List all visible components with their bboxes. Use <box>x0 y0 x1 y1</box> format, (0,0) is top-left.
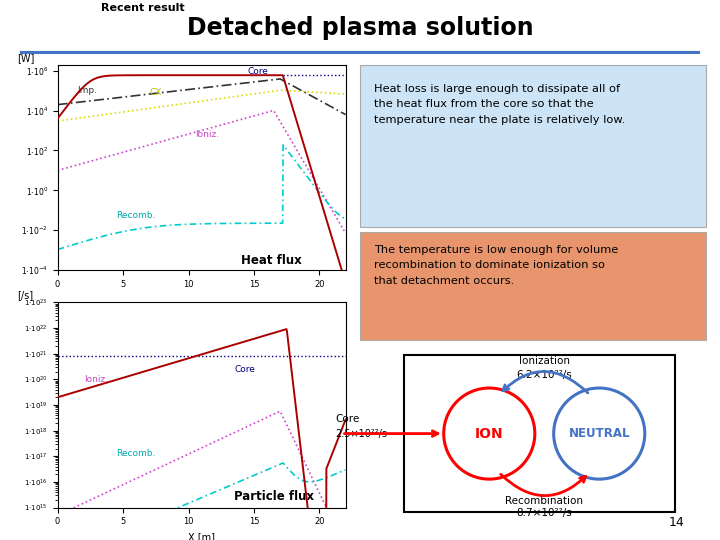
Text: Detached plasma solution: Detached plasma solution <box>186 16 534 40</box>
Text: CX: CX <box>149 88 161 97</box>
Text: Core: Core <box>234 364 255 374</box>
Text: The temperature is low enough for volume
recombination to dominate ionization so: The temperature is low enough for volume… <box>374 245 618 286</box>
Text: Recombination: Recombination <box>505 496 583 506</box>
FancyBboxPatch shape <box>360 232 706 340</box>
Text: [W]: [W] <box>17 53 35 63</box>
Text: Ionization: Ionization <box>518 356 570 366</box>
Text: Core: Core <box>336 414 359 424</box>
Bar <box>405 355 675 512</box>
Text: Recomb.: Recomb. <box>117 211 156 220</box>
Text: [/s]: [/s] <box>17 291 33 300</box>
Text: Ioniz.: Ioniz. <box>84 375 108 384</box>
Text: Particle flux: Particle flux <box>234 490 315 503</box>
Text: 8.7×10²²/s: 8.7×10²²/s <box>516 508 572 518</box>
Text: Recent result: Recent result <box>101 3 184 13</box>
Text: Imp.: Imp. <box>77 86 97 94</box>
Text: Ioniz.: Ioniz. <box>195 130 219 139</box>
Text: 6.2×10²²/s: 6.2×10²²/s <box>516 370 572 381</box>
Text: 14: 14 <box>668 516 684 529</box>
Text: NEUTRAL: NEUTRAL <box>569 427 630 440</box>
FancyBboxPatch shape <box>360 65 706 227</box>
Text: Core: Core <box>248 67 269 76</box>
Text: Recomb.: Recomb. <box>117 449 156 458</box>
Text: Heat flux: Heat flux <box>241 254 302 267</box>
Text: 2.5×10²²/s: 2.5×10²²/s <box>336 429 387 438</box>
Text: Heat loss is large enough to dissipate all of
the heat flux from the core so tha: Heat loss is large enough to dissipate a… <box>374 84 625 125</box>
X-axis label: X [m]: X [m] <box>188 532 215 540</box>
Text: ION: ION <box>475 427 503 441</box>
